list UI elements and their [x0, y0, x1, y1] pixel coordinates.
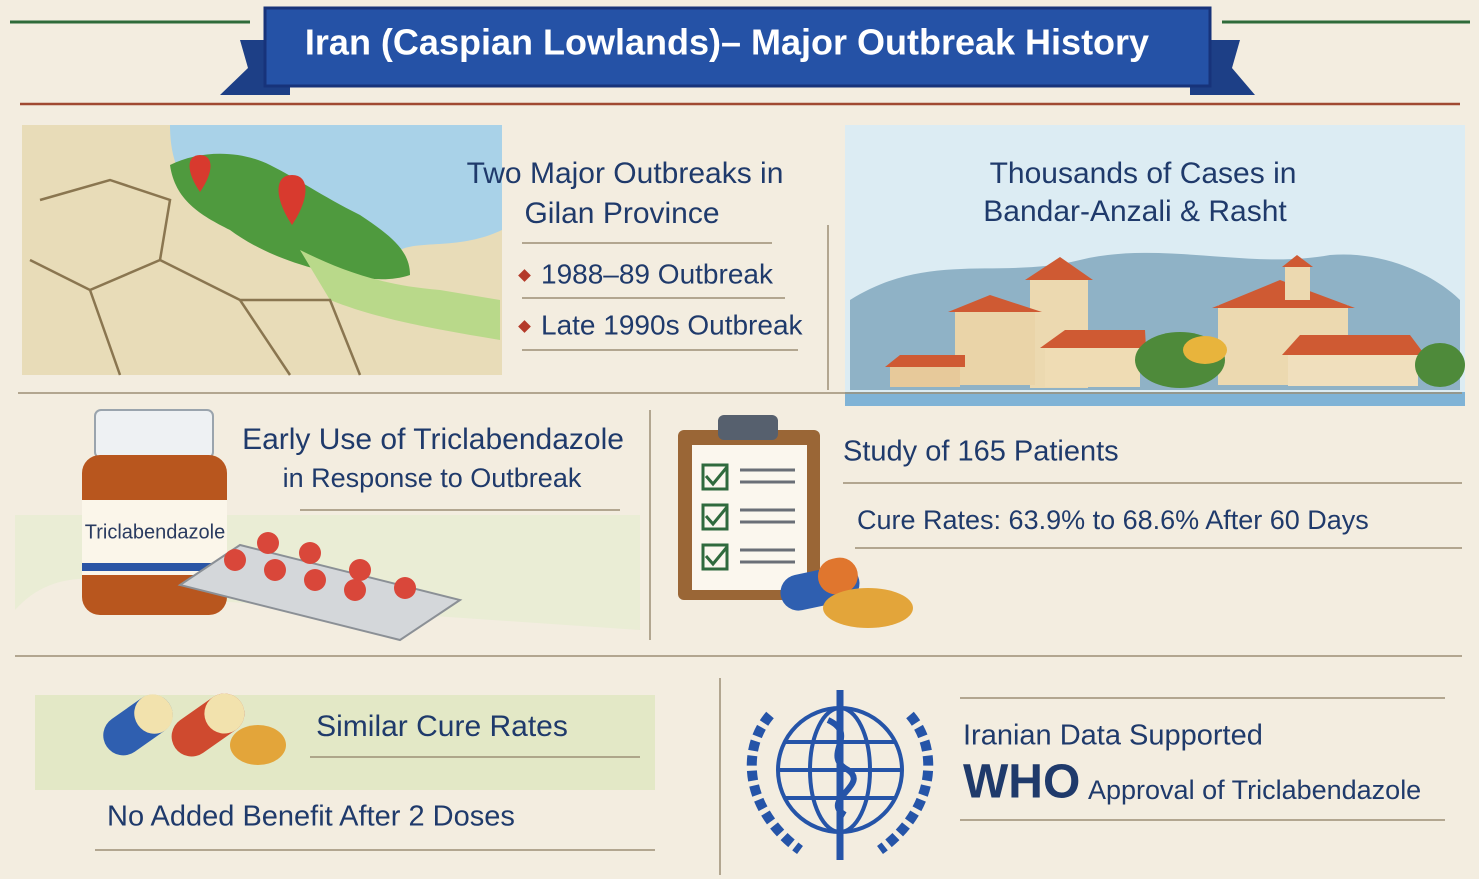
clipboard-illustration	[678, 415, 913, 628]
medicine-illustration-part	[82, 500, 227, 575]
map-illustration-part	[278, 175, 306, 225]
town-illustration-part	[955, 310, 1035, 385]
medicine-illustration-part	[304, 569, 326, 591]
town-illustration-part	[1415, 343, 1465, 387]
clipboard-illustration-part	[701, 463, 729, 491]
clipboard-illustration-part	[718, 415, 778, 440]
town-illustration-part	[1285, 265, 1310, 300]
who-emblem-part	[746, 711, 934, 855]
town-illustration-part	[1040, 330, 1146, 348]
town-illustration-part	[845, 392, 1465, 406]
panel-heading: Bandar-Anzali & Rasht	[983, 195, 1287, 228]
panel-heading: Similar Cure Rates	[316, 710, 568, 743]
medicine-illustration-part	[299, 542, 321, 564]
town-illustration	[845, 125, 1465, 406]
who-emblem-part	[826, 717, 857, 818]
result-text: Cure Rates: 63.9% to 68.6% After 60 Days	[857, 505, 1369, 535]
panel-heading: Gilan Province	[524, 197, 719, 230]
medicine-illustration-part	[344, 579, 366, 601]
clipboard-illustration-part	[701, 543, 729, 571]
town-illustration-part	[1288, 352, 1418, 386]
town-illustration-part	[1045, 345, 1140, 387]
panel-heading: Study of 165 Patients	[843, 436, 1119, 468]
medicine-illustration-part	[177, 543, 463, 642]
who-text: Iranian Data Supported	[963, 720, 1263, 752]
note-text: No Added Benefit After 2 Doses	[107, 801, 515, 833]
town-illustration-part	[1212, 280, 1355, 308]
header-banner-part	[263, 6, 1212, 88]
panel-heading: Early Use of Triclabendazole	[242, 423, 624, 456]
medicine-illustration-part	[264, 559, 286, 581]
town-illustration-part	[890, 365, 960, 387]
map-illustration-part	[29, 178, 362, 376]
capsule-illustration-part	[204, 693, 245, 734]
capsule-illustration-part	[230, 725, 286, 765]
capsule-illustration-part	[134, 694, 173, 734]
clipboard-illustration-part	[817, 557, 858, 595]
clipboard-illustration-part	[704, 466, 729, 567]
medicine-illustration-part	[94, 409, 214, 459]
medicine-illustration-part	[257, 532, 279, 554]
medicine-illustration-part	[349, 559, 371, 581]
who-emblem	[746, 690, 934, 860]
town-illustration-part	[1282, 255, 1313, 267]
map-illustration-part	[189, 155, 211, 192]
clipboard-illustration-part	[740, 468, 795, 564]
header-banner	[10, 6, 1470, 106]
medicine-illustration	[15, 409, 640, 642]
town-illustration-part	[1183, 336, 1227, 364]
who-text: Approval of Triclabendazole	[1088, 775, 1421, 805]
who-emphasis: WHO	[963, 756, 1080, 809]
map-illustration	[22, 125, 502, 376]
list-item: Late 1990s Outbreak	[541, 309, 804, 340]
clipboard-illustration-part	[823, 588, 913, 628]
town-illustration-part	[885, 355, 965, 367]
panel-heading: Thousands of Cases in	[990, 157, 1297, 190]
panel-heading: Two Major Outbreaks in	[467, 157, 784, 190]
medicine-illustration-part	[394, 577, 416, 599]
clipboard-illustration-part	[701, 503, 729, 531]
medicine-illustration-part	[82, 563, 227, 571]
town-illustration-part	[1025, 257, 1093, 280]
town-illustration-part	[1282, 335, 1425, 355]
page-title: Iran (Caspian Lowlands)– Major Outbreak …	[305, 22, 1149, 63]
list-item: 1988–89 Outbreak	[541, 258, 774, 289]
bottle-label: Triclabendazole	[85, 521, 225, 543]
town-illustration-part	[948, 295, 1042, 312]
panel-heading: in Response to Outbreak	[283, 463, 582, 493]
medicine-illustration-part	[224, 549, 246, 571]
map-illustration-part	[300, 250, 500, 340]
capsule-illustration	[35, 693, 655, 790]
